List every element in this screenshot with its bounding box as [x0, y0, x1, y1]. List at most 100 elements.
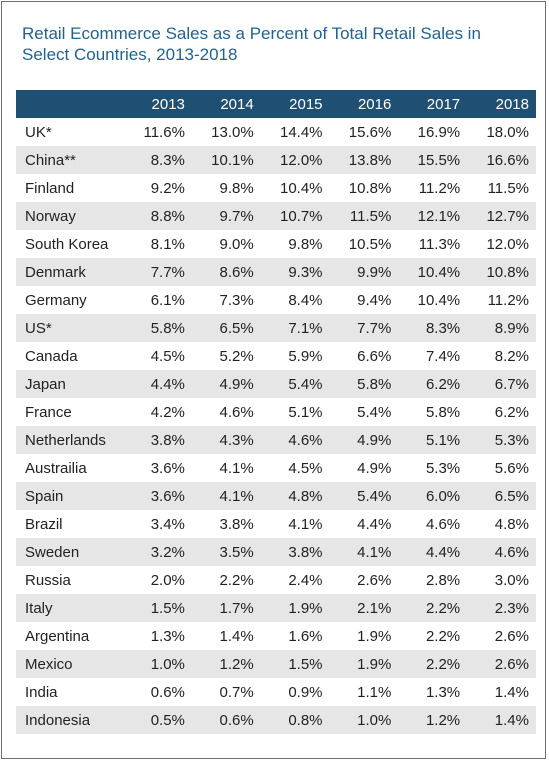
- table-row: France 4.2% 4.6% 5.1% 5.4% 5.8% 6.2%: [16, 398, 536, 426]
- data-cell: 3.6%: [150, 487, 185, 505]
- data-cell: 16.9%: [417, 123, 461, 141]
- table-row: UK* 11.6% 13.0% 14.4% 15.6% 16.9% 18.0%: [16, 118, 536, 146]
- table-row: Russia 2.0% 2.2% 2.4% 2.6% 2.8% 3.0%: [16, 566, 536, 594]
- table-body: UK* 11.6% 13.0% 14.4% 15.6% 16.9% 18.0% China**…: [16, 118, 536, 734]
- country-label: Sweden: [25, 543, 80, 561]
- data-cell: 3.8%: [219, 515, 254, 533]
- data-cell: 0.9%: [288, 683, 323, 701]
- country-label: China**: [25, 151, 76, 169]
- data-cell: 3.2%: [150, 543, 185, 561]
- data-cell: 1.0%: [357, 711, 392, 729]
- data-cell: 14.4%: [279, 123, 323, 141]
- data-cell: 8.6%: [219, 263, 254, 281]
- data-cell: 13.0%: [211, 123, 254, 141]
- data-cell: 10.4%: [417, 263, 461, 281]
- data-cell: 5.4%: [357, 403, 392, 421]
- table-row: China** 8.3% 10.1% 12.0% 13.8% 15.5% 16.6%: [16, 146, 536, 174]
- data-cell: 1.9%: [288, 599, 323, 617]
- data-cell: 5.4%: [357, 487, 392, 505]
- data-cell: 5.8%: [150, 319, 185, 337]
- data-cell: 2.1%: [357, 599, 392, 617]
- data-cell: 9.3%: [288, 263, 323, 281]
- data-cell: 1.9%: [357, 627, 392, 645]
- country-label: Brazil: [25, 515, 63, 533]
- data-cell: 10.8%: [486, 263, 529, 281]
- country-label: Denmark: [25, 263, 86, 281]
- data-cell: 1.1%: [357, 683, 392, 701]
- country-label: Germany: [25, 291, 87, 309]
- table-row: Italy 1.5% 1.7% 1.9% 2.1% 2.2% 2.3%: [16, 594, 536, 622]
- data-cell: 9.0%: [219, 235, 254, 253]
- table-row: South Korea 8.1% 9.0% 9.8% 10.5% 11.3% 12.0%: [16, 230, 536, 258]
- country-label: Norway: [25, 207, 76, 225]
- table-row: Argentina 1.3% 1.4% 1.6% 1.9% 2.2% 2.6%: [16, 622, 536, 650]
- data-cell: 4.6%: [219, 403, 254, 421]
- column-header-year: 2014: [220, 95, 254, 113]
- data-cell: 7.3%: [219, 291, 254, 309]
- table-header: 2013 2014 2015 2016 2017 2018: [16, 90, 536, 118]
- data-cell: 10.7%: [279, 207, 323, 225]
- data-cell: 11.5%: [487, 179, 529, 197]
- data-cell: 1.4%: [494, 683, 529, 701]
- data-cell: 12.0%: [486, 235, 529, 253]
- column-header-year: 2015: [289, 95, 323, 113]
- data-cell: 0.6%: [219, 711, 254, 729]
- data-cell: 8.4%: [288, 291, 323, 309]
- country-label: Russia: [25, 571, 71, 589]
- table-row: Sweden 3.2% 3.5% 3.8% 4.1% 4.4% 4.6%: [16, 538, 536, 566]
- country-label: Spain: [25, 487, 64, 505]
- data-cell: 4.8%: [494, 515, 529, 533]
- table-row: Denmark 7.7% 8.6% 9.3% 9.9% 10.4% 10.8%: [16, 258, 536, 286]
- data-cell: 1.4%: [494, 711, 529, 729]
- data-cell: 4.6%: [288, 431, 323, 449]
- data-cell: 2.0%: [150, 571, 185, 589]
- country-label: Indonesia: [25, 711, 91, 729]
- data-cell: 0.5%: [150, 711, 185, 729]
- column-header-year: 2018: [495, 95, 529, 113]
- data-cell: 8.8%: [150, 207, 185, 225]
- data-cell: 2.2%: [425, 599, 461, 617]
- table-row: Austrailia 3.6% 4.1% 4.5% 4.9% 5.3% 5.6%: [16, 454, 536, 482]
- column-header-year: 2016: [357, 95, 392, 113]
- data-cell: 5.2%: [219, 347, 254, 365]
- data-cell: 11.2%: [418, 179, 461, 197]
- country-label: Japan: [25, 375, 66, 393]
- country-label: UK*: [25, 123, 52, 141]
- chart-title: Retail Ecommerce Sales as a Percent of T…: [22, 24, 481, 64]
- data-cell: 4.9%: [357, 459, 392, 477]
- country-label: US*: [25, 319, 52, 337]
- data-cell: 2.2%: [219, 571, 254, 589]
- table-row: Germany 6.1% 7.3% 8.4% 9.4% 10.4% 11.2%: [16, 286, 536, 314]
- data-cell: 2.4%: [288, 571, 323, 589]
- data-cell: 7.7%: [357, 319, 392, 337]
- data-cell: 10.1%: [211, 151, 254, 169]
- country-label: Argentina: [25, 627, 90, 645]
- data-cell: 4.6%: [494, 543, 529, 561]
- data-cell: 5.9%: [288, 347, 323, 365]
- data-cell: 11.5%: [349, 207, 392, 225]
- data-cell: 1.0%: [150, 655, 185, 673]
- data-cell: 1.6%: [288, 627, 323, 645]
- data-cell: 0.7%: [219, 683, 254, 701]
- country-label: Mexico: [25, 655, 73, 673]
- header-row: 2013 2014 2015 2016 2017 2018: [16, 90, 536, 118]
- data-cell: 4.1%: [357, 543, 392, 561]
- data-cell: 6.5%: [219, 319, 254, 337]
- data-cell: 5.8%: [425, 403, 461, 421]
- data-cell: 5.4%: [288, 375, 323, 393]
- data-cell: 8.2%: [494, 347, 529, 365]
- data-cell: 7.4%: [425, 347, 461, 365]
- country-label: Italy: [25, 599, 53, 617]
- data-cell: 9.8%: [219, 179, 254, 197]
- table-row: Norway 8.8% 9.7% 10.7% 11.5% 12.1% 12.7%: [16, 202, 536, 230]
- data-cell: 10.8%: [348, 179, 392, 197]
- data-cell: 6.1%: [150, 291, 185, 309]
- data-cell: 1.5%: [288, 655, 323, 673]
- data-cell: 9.7%: [219, 207, 254, 225]
- data-cell: 15.5%: [417, 151, 461, 169]
- table-row: Brazil 3.4% 3.8% 4.1% 4.4% 4.6% 4.8%: [16, 510, 536, 538]
- data-cell: 12.0%: [279, 151, 323, 169]
- data-cell: 6.2%: [425, 375, 461, 393]
- data-cell: 4.4%: [357, 515, 392, 533]
